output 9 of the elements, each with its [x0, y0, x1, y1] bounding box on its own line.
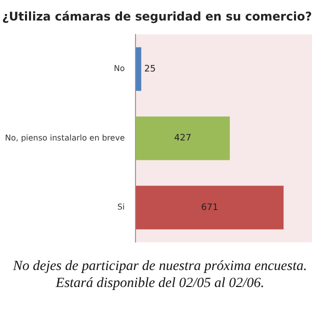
data-label: 427 [174, 134, 192, 144]
y-tick-label: No [114, 64, 125, 74]
y-tick-label: No, pienso instalarlo en breve [4, 133, 125, 142]
chart-title: ¿Utiliza cámaras de seguridad en su comercio? [2, 9, 312, 24]
data-label: 671 [201, 202, 218, 213]
y-tick-label: Si [117, 202, 125, 212]
text: Estará disponible del 02/05 al 02/06. [54, 275, 266, 292]
text: No dejes de participar de nuestra próxima encuesta. [12, 258, 308, 275]
data-label: 25 [144, 64, 156, 74]
